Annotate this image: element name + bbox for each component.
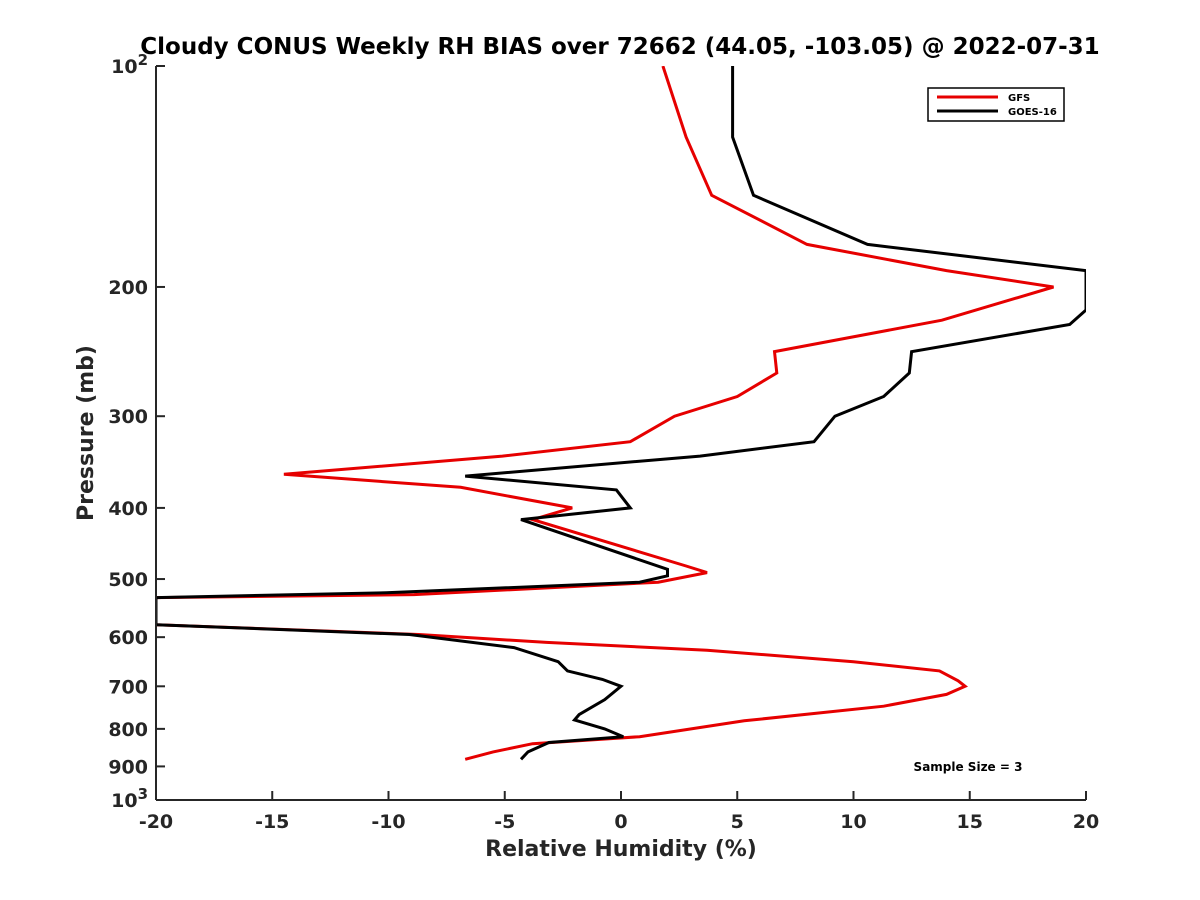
series-layer: [156, 66, 1086, 761]
x-tick-label: 0: [614, 811, 627, 833]
x-axis-label: Relative Humidity (%): [485, 837, 757, 862]
chart-title: Cloudy CONUS Weekly RH BIAS over 72662 (…: [140, 34, 1099, 60]
x-tick-label: 5: [731, 811, 744, 833]
axes: -20 -15 -10 -5 0 5 10 15 20 102 200 300 400 500 600 700…: [108, 51, 1099, 833]
y-tick-label: 200: [108, 277, 148, 299]
y-tick-label: 700: [108, 676, 148, 698]
x-tick-label: -5: [494, 811, 515, 833]
x-tick-label: 10: [840, 811, 866, 833]
y-tick-label: 800: [108, 719, 148, 741]
legend-label: GOES-16: [1008, 107, 1057, 118]
y-tick-label: 102: [111, 51, 148, 78]
x-tick-label: 15: [957, 811, 983, 833]
legend: GFS GOES-16: [927, 87, 1065, 122]
y-tick-label: 500: [108, 569, 148, 591]
y-axis-label: Pressure (mb): [74, 345, 99, 521]
x-tick-label: 20: [1073, 811, 1099, 833]
plot-area: [156, 66, 1086, 800]
y-tick-label: 900: [108, 756, 148, 778]
series-line-gfs: [156, 66, 1054, 761]
y-tick-label: 600: [108, 627, 148, 649]
y-tick-label: 400: [108, 498, 148, 520]
x-tick-label: -15: [255, 811, 289, 833]
sample-size-annotation: Sample Size = 3: [914, 760, 1023, 774]
legend-box: [927, 87, 1065, 122]
x-tick-label: -10: [371, 811, 405, 833]
x-tick-label: -20: [139, 811, 173, 833]
y-tick-label: 300: [108, 406, 148, 428]
y-tick-label: 103: [111, 785, 148, 812]
series-line-goes-16: [156, 66, 1086, 761]
legend-label: GFS: [1008, 93, 1030, 104]
